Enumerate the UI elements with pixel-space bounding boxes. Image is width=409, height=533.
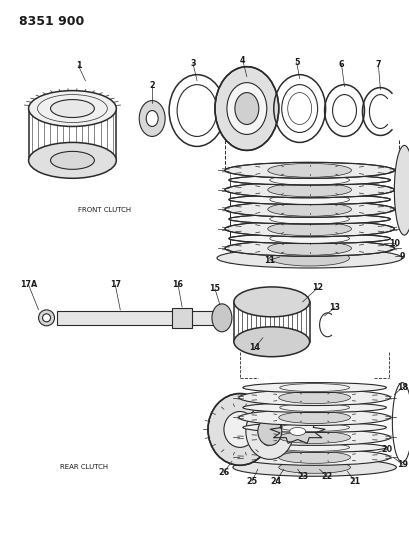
- Ellipse shape: [214, 67, 278, 150]
- Text: 8351 900: 8351 900: [18, 15, 84, 28]
- Ellipse shape: [278, 462, 350, 473]
- Text: 21: 21: [348, 477, 359, 486]
- Ellipse shape: [50, 151, 94, 169]
- Ellipse shape: [238, 449, 389, 465]
- Text: 7: 7: [375, 60, 380, 69]
- Ellipse shape: [242, 423, 385, 432]
- Ellipse shape: [29, 142, 116, 179]
- Ellipse shape: [267, 163, 351, 177]
- Ellipse shape: [242, 383, 385, 393]
- Ellipse shape: [29, 91, 116, 126]
- Text: 25: 25: [246, 477, 257, 486]
- Text: 1: 1: [76, 61, 81, 70]
- Ellipse shape: [43, 314, 50, 322]
- Ellipse shape: [242, 402, 385, 413]
- Ellipse shape: [267, 222, 351, 236]
- Text: 6: 6: [338, 60, 344, 69]
- Ellipse shape: [242, 442, 385, 453]
- Ellipse shape: [228, 175, 389, 185]
- Ellipse shape: [257, 417, 281, 446]
- Ellipse shape: [225, 163, 393, 179]
- Text: 3: 3: [190, 59, 196, 68]
- Ellipse shape: [393, 146, 409, 235]
- Text: 2: 2: [149, 81, 155, 90]
- Text: 20: 20: [381, 445, 392, 454]
- Text: 14: 14: [249, 343, 260, 352]
- Text: 19: 19: [396, 460, 407, 469]
- Ellipse shape: [238, 390, 389, 406]
- Text: 4: 4: [240, 56, 245, 65]
- Ellipse shape: [226, 83, 266, 134]
- Ellipse shape: [245, 403, 293, 459]
- Ellipse shape: [225, 221, 393, 237]
- Ellipse shape: [228, 195, 389, 205]
- Text: FRONT CLUTCH: FRONT CLUTCH: [78, 207, 131, 213]
- Ellipse shape: [267, 183, 351, 197]
- Text: 8: 8: [398, 164, 404, 173]
- Ellipse shape: [233, 327, 309, 357]
- Text: 13: 13: [328, 303, 339, 312]
- Text: 17A: 17A: [20, 280, 37, 289]
- Ellipse shape: [233, 287, 309, 317]
- Ellipse shape: [267, 241, 351, 255]
- Ellipse shape: [50, 100, 94, 117]
- Ellipse shape: [269, 250, 348, 266]
- Text: 16: 16: [172, 280, 183, 289]
- Ellipse shape: [238, 409, 389, 425]
- Ellipse shape: [228, 214, 389, 224]
- Ellipse shape: [228, 233, 389, 244]
- Ellipse shape: [223, 411, 255, 447]
- Ellipse shape: [146, 110, 158, 126]
- Text: 18: 18: [396, 383, 407, 392]
- Text: 9: 9: [399, 252, 404, 261]
- Ellipse shape: [225, 201, 393, 217]
- Text: 15: 15: [209, 285, 220, 294]
- Ellipse shape: [234, 93, 258, 125]
- Polygon shape: [270, 419, 324, 443]
- Text: 22: 22: [320, 472, 331, 481]
- Text: REAR CLUTCH: REAR CLUTCH: [61, 464, 108, 470]
- Ellipse shape: [38, 310, 54, 326]
- Ellipse shape: [211, 304, 231, 332]
- Ellipse shape: [207, 393, 271, 465]
- Ellipse shape: [278, 431, 350, 443]
- Bar: [56, 311, 227, 325]
- Ellipse shape: [225, 240, 393, 256]
- Ellipse shape: [289, 427, 305, 435]
- Text: 23: 23: [297, 472, 308, 481]
- Text: 12: 12: [311, 284, 322, 293]
- Bar: [172, 308, 191, 328]
- Ellipse shape: [216, 248, 401, 268]
- Text: 24: 24: [270, 477, 281, 486]
- Text: 10: 10: [388, 239, 399, 248]
- Text: 11: 11: [264, 255, 274, 264]
- Text: 17: 17: [110, 280, 121, 289]
- Text: 26: 26: [218, 468, 229, 477]
- Ellipse shape: [267, 203, 351, 216]
- Ellipse shape: [278, 451, 350, 463]
- Ellipse shape: [225, 182, 393, 198]
- Ellipse shape: [139, 101, 165, 136]
- Ellipse shape: [238, 430, 389, 446]
- Text: 5: 5: [293, 58, 299, 67]
- Ellipse shape: [278, 411, 350, 423]
- Ellipse shape: [278, 392, 350, 403]
- Ellipse shape: [232, 458, 396, 477]
